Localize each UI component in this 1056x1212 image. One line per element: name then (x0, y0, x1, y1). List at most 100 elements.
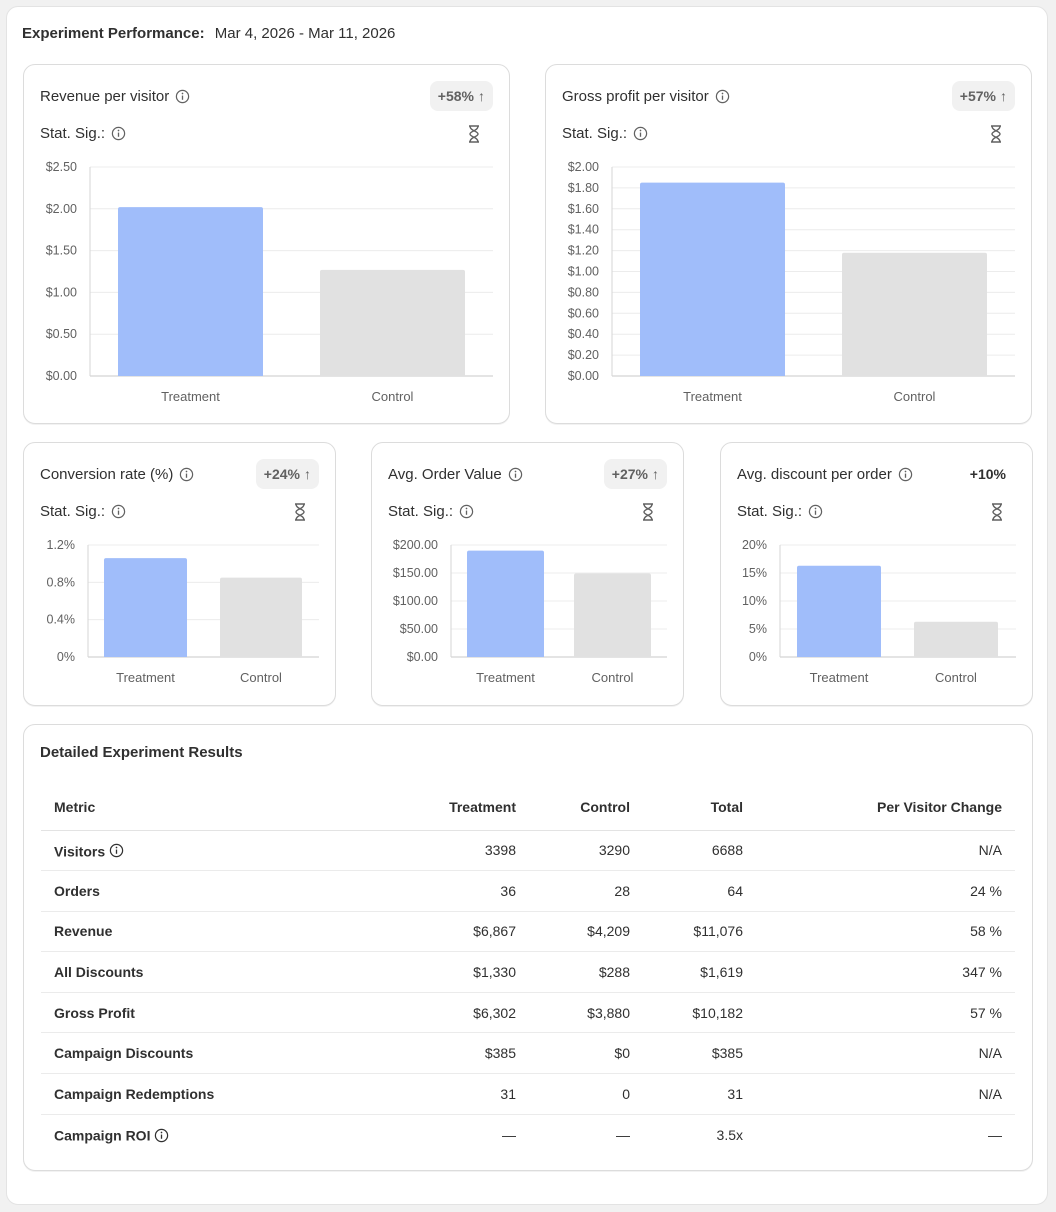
y-tick-label: $0.80 (568, 285, 599, 299)
y-tick-label: $0.40 (568, 327, 599, 341)
info-icon[interactable] (898, 467, 913, 482)
info-icon[interactable] (154, 1128, 169, 1143)
x-tick-label: Treatment (683, 389, 742, 404)
x-tick-label: Control (240, 670, 282, 685)
control-bar[interactable] (842, 252, 987, 376)
card-title-label: Avg. discount per order (737, 466, 892, 483)
y-tick-label: $0.00 (46, 369, 77, 383)
y-tick-label: $0.00 (407, 650, 438, 664)
hourglass-icon (295, 503, 305, 521)
bar-chart: 0% 5% 10% 15% 20% Treatment Control (742, 538, 1016, 685)
control-cell: $0 (529, 1032, 643, 1075)
arrow-up-icon: ↑ (478, 88, 485, 104)
metric-cell: Gross Profit (41, 992, 361, 1034)
stat-sig: Stat. Sig.: (388, 503, 474, 520)
x-tick-label: Treatment (810, 670, 869, 685)
treatment-cell: $6,302 (361, 992, 529, 1034)
stat-sig-label: Stat. Sig.: (388, 503, 454, 520)
total-cell: $11,076 (643, 911, 756, 953)
column-header: Total (643, 785, 756, 831)
metric-cell: All Discounts (41, 951, 361, 993)
page-title: Experiment Performance: (22, 25, 205, 42)
card-title-label: Revenue per visitor (40, 88, 170, 105)
metric-cell: Visitors (41, 830, 361, 872)
change-badge: +10% (962, 459, 1014, 489)
info-icon[interactable] (508, 467, 523, 482)
info-icon[interactable] (175, 89, 190, 104)
control-cell: 0 (529, 1073, 643, 1115)
bar-chart: $0.00 $0.20 $0.40 $0.60 $0.80 $1.00 $1.20 $1.40… (568, 160, 1015, 404)
treatment-cell: 3398 (361, 830, 529, 872)
y-tick-label: 1.2% (47, 538, 76, 552)
y-tick-label: $150.00 (393, 566, 438, 580)
y-tick-label: $1.50 (46, 244, 77, 258)
card-title-label: Avg. Order Value (388, 466, 502, 483)
column-header: Control (529, 785, 643, 831)
bar-chart: 0% 0.4% 0.8% 1.2% Treatment Control (47, 538, 319, 685)
change-cell: N/A (756, 1073, 1015, 1115)
metric-cell: Campaign ROI (41, 1114, 361, 1155)
control-bar[interactable] (914, 621, 998, 657)
control-cell: $3,880 (529, 992, 643, 1034)
stat-sig-label: Stat. Sig.: (737, 503, 803, 520)
x-tick-label: Control (592, 670, 634, 685)
hourglass-icon (991, 125, 1001, 143)
info-icon[interactable] (111, 126, 126, 141)
treatment-bar[interactable] (104, 558, 187, 657)
total-cell: 3.5x (716, 1126, 743, 1143)
badge-value: +58% (437, 88, 474, 104)
treatment-cell: $1,330 (361, 951, 529, 993)
total-cell: 64 (643, 870, 756, 912)
total-cell: $1,619 (643, 951, 756, 993)
y-tick-label: 0% (749, 650, 767, 664)
metric-cell: Campaign Redemptions (41, 1073, 361, 1115)
table-row: Campaign Redemptions 31 0 31 N/A (41, 1073, 1015, 1115)
y-tick-label: $2.00 (568, 160, 599, 174)
metric-cell: Orders (41, 870, 361, 912)
change-cell: N/A (756, 830, 1015, 872)
gross-profit-per-visitor-card: Gross profit per visitor +57% ↑ Stat. Si… (545, 64, 1032, 424)
control-bar[interactable] (320, 269, 465, 376)
arrow-up-icon: ↑ (304, 466, 311, 482)
info-icon[interactable] (179, 467, 194, 482)
info-icon[interactable] (633, 126, 648, 141)
info-icon[interactable] (808, 504, 823, 519)
table-header-row: Metric Treatment Control Total Per Visit… (41, 785, 1015, 831)
metric-label: Campaign ROI (54, 1127, 151, 1144)
arrow-up-icon: ↑ (652, 466, 659, 482)
treatment-bar[interactable] (467, 550, 544, 657)
page-header: Experiment Performance: Mar 4, 2026 - Ma… (22, 25, 395, 42)
treatment-bar[interactable] (797, 565, 881, 657)
hourglass-icon (469, 125, 479, 143)
y-tick-label: $1.60 (568, 202, 599, 216)
stat-sig: Stat. Sig.: (737, 503, 823, 520)
control-cell: $4,209 (529, 911, 643, 953)
conversion-rate-card: Conversion rate (%) +24% ↑ Stat. Sig.: 0… (23, 442, 336, 706)
info-icon[interactable] (109, 843, 124, 858)
info-icon[interactable] (459, 504, 474, 519)
treatment-bar[interactable] (118, 207, 263, 376)
control-bar[interactable] (574, 573, 651, 657)
info-icon[interactable] (715, 89, 730, 104)
x-tick-label: Control (372, 389, 414, 404)
date-range: Mar 4, 2026 - Mar 11, 2026 (214, 25, 396, 42)
y-tick-label: $1.20 (568, 244, 599, 258)
control-bar[interactable] (220, 577, 302, 657)
y-tick-label: $0.00 (568, 369, 599, 383)
x-tick-label: Control (894, 389, 936, 404)
column-header: Treatment (361, 785, 529, 831)
info-icon[interactable] (111, 504, 126, 519)
table-row: Campaign ROI — — 3.5x — (41, 1114, 1015, 1155)
card-title: Conversion rate (%) (40, 466, 194, 483)
treatment-bar[interactable] (640, 182, 785, 376)
stat-sig-label: Stat. Sig.: (40, 125, 106, 142)
total-cell: 6688 (643, 830, 756, 872)
hourglass-icon (992, 503, 1002, 521)
avg-discount-per-order-card: Avg. discount per order +10% Stat. Sig.:… (720, 442, 1033, 706)
y-tick-label: 15% (742, 566, 767, 580)
table-row: Orders 36 28 64 24 % (41, 870, 1015, 912)
control-cell: 3290 (529, 830, 643, 872)
change-badge: +58% ↑ (429, 81, 493, 111)
bar-chart: $0.00 $50.00 $100.00 $150.00 $200.00 Treatmen… (393, 538, 667, 685)
y-tick-label: $1.00 (46, 285, 77, 299)
